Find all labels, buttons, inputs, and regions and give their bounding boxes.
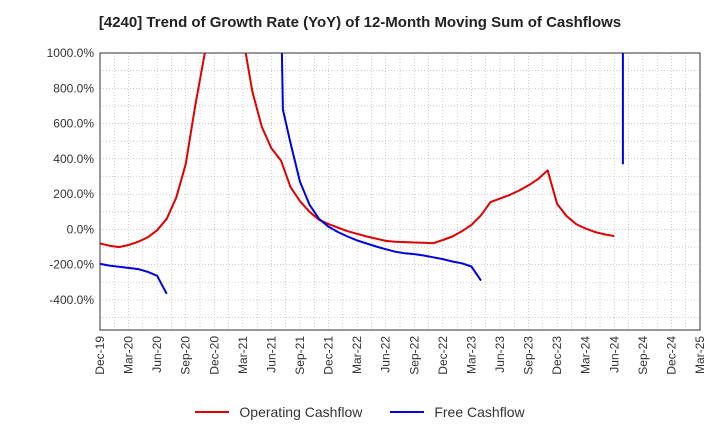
chart-title: [4240] Trend of Growth Rate (YoY) of 12-…: [98, 14, 622, 31]
chart-legend: Operating Cashflow Free Cashflow: [0, 404, 720, 420]
legend-item-free-cashflow: Free Cashflow: [390, 404, 525, 420]
series-line-operating-cashflow: [100, 53, 206, 249]
y-tick-label: 200.0%: [53, 187, 94, 201]
x-tick-label: Mar-25: [693, 336, 707, 374]
x-tick-label: Jun-23: [493, 336, 507, 373]
legend-swatch-operating-cashflow: [195, 411, 230, 413]
x-tick-label: Dec-22: [436, 336, 450, 375]
x-tick-label: Jun-21: [264, 336, 278, 373]
plot-frame: [99, 52, 701, 331]
x-tick-label: Mar-23: [464, 336, 478, 374]
legend-label-operating-cashflow: Operating Cashflow: [239, 404, 363, 420]
y-tick-label: 400.0%: [53, 152, 94, 166]
x-tick-label: Sep-21: [293, 336, 307, 375]
y-tick-label: 800.0%: [53, 81, 94, 95]
x-tick-label: Sep-24: [636, 336, 650, 375]
x-tick-label: Sep-20: [179, 336, 193, 375]
x-tick-label: Mar-21: [236, 336, 250, 374]
x-tick-label: Jun-22: [379, 336, 393, 373]
series-line-operating-cashflow: [244, 53, 615, 245]
x-tick-label: Dec-24: [664, 336, 678, 375]
x-tick-label: Dec-21: [322, 336, 336, 375]
y-tick-label: 600.0%: [53, 117, 94, 131]
x-tick-label: Jun-24: [607, 336, 621, 373]
x-tick-label: Dec-19: [93, 336, 107, 375]
series-line-free-cashflow: [100, 262, 168, 295]
x-tick-label: Mar-20: [122, 336, 136, 374]
x-tick-label: Dec-23: [550, 336, 564, 375]
x-tick-label: Sep-23: [522, 336, 536, 375]
y-tick-label: 1000.0%: [47, 46, 95, 60]
legend-label-free-cashflow: Free Cashflow: [434, 404, 525, 420]
y-tick-label: -200.0%: [49, 258, 94, 272]
x-tick-label: Mar-24: [579, 336, 593, 374]
x-tick-label: Dec-20: [207, 336, 221, 375]
legend-swatch-free-cashflow: [390, 411, 425, 413]
series-line-free-cashflow: [280, 53, 482, 282]
x-tick-label: Jun-20: [150, 336, 164, 373]
legend-item-operating-cashflow: Operating Cashflow: [195, 404, 362, 420]
y-tick-label: 0.0%: [67, 222, 95, 236]
x-tick-label: Sep-22: [407, 336, 421, 375]
y-tick-label: -400.0%: [49, 293, 94, 307]
x-tick-label: Mar-22: [350, 336, 364, 374]
